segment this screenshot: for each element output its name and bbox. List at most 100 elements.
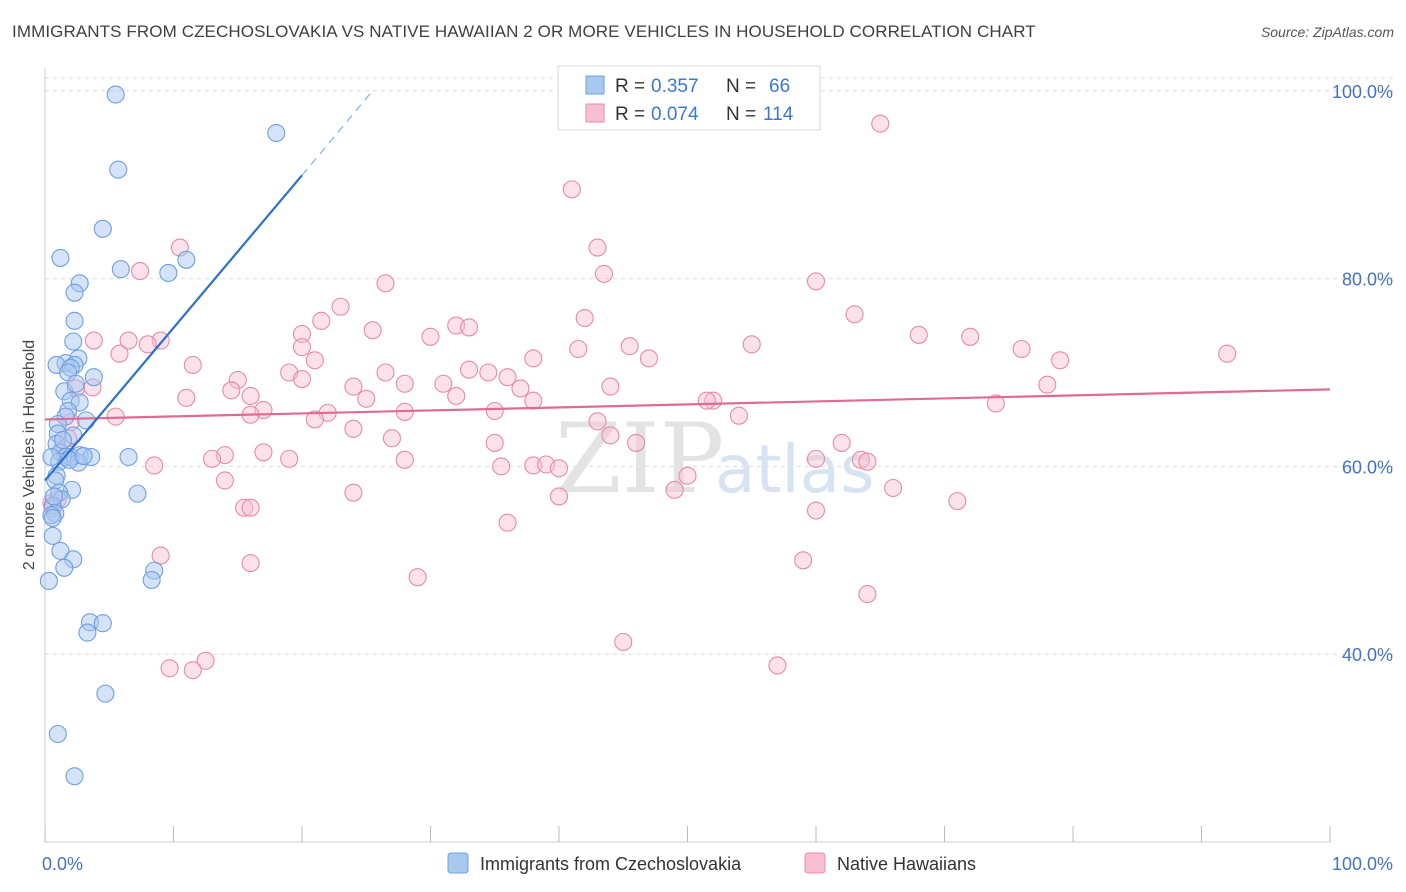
y-tick-label: 80.0% xyxy=(1342,270,1393,290)
czechoslovakia-point xyxy=(93,219,112,238)
legend-swatch-blue xyxy=(585,75,605,95)
czechoslovakia-point xyxy=(78,623,97,642)
native-hawaiian-point xyxy=(601,426,620,445)
native-hawaiian-point xyxy=(1051,351,1070,370)
native-hawaiian-point xyxy=(492,457,511,476)
native-hawaiian-point xyxy=(832,433,851,452)
native-hawaiian-point xyxy=(614,632,633,652)
native-hawaiian-point xyxy=(228,370,247,390)
czechoslovakia-point xyxy=(119,447,138,467)
watermark-zip: ZIP xyxy=(555,403,724,515)
czechoslovakia-point xyxy=(42,447,61,467)
native-hawaiian-point xyxy=(131,262,150,281)
native-hawaiian-point xyxy=(177,388,196,407)
native-hawaiian-point xyxy=(594,264,614,283)
czechoslovakia-point xyxy=(84,368,103,387)
native-hawaiian-point xyxy=(524,349,543,368)
native-hawaiian-point xyxy=(119,331,138,350)
native-hawaiian-point xyxy=(871,114,890,133)
czechoslovakia-point xyxy=(51,541,70,560)
native-hawaiian-point xyxy=(485,401,504,421)
x-tick-labels: 0.0% 100.0% xyxy=(42,854,1393,874)
native-hawaiian-point xyxy=(84,331,103,350)
native-hawaiian-point xyxy=(485,433,504,452)
native-hawaiian-point xyxy=(110,344,129,363)
native-hawaiian-point xyxy=(1038,375,1057,394)
native-hawaiian-point xyxy=(588,412,607,431)
y-tick-label: 100.0% xyxy=(1332,82,1393,102)
czechoslovakia-point xyxy=(159,263,178,283)
native-hawaiian-point xyxy=(549,459,569,478)
native-hawaiian-point xyxy=(678,466,697,485)
native-hawaiian-point xyxy=(331,297,350,316)
native-hawaiian-point xyxy=(241,554,260,573)
bottom-legend-label-1: Native Hawaiians xyxy=(837,854,976,874)
legend-n-value-1: 114 xyxy=(763,104,794,125)
native-hawaiian-point xyxy=(1012,339,1031,359)
czechoslovakia-point xyxy=(93,614,112,633)
czechoslovakia-trend-line xyxy=(44,174,303,482)
czechoslovakia-point xyxy=(65,311,84,330)
native-hawaiian-point xyxy=(562,180,581,199)
native-hawaiian-point xyxy=(961,327,980,346)
native-hawaiian-point xyxy=(851,450,871,469)
native-hawaiian-point xyxy=(254,443,273,462)
native-hawaiian-point xyxy=(845,305,864,324)
czechoslovakia-point xyxy=(74,447,93,466)
native-hawaiian-point xyxy=(395,374,414,393)
native-hawaiian-point xyxy=(421,327,440,346)
watermark: ZIP atlas xyxy=(555,403,875,515)
native-hawaiian-point xyxy=(858,585,877,604)
legend-r-label-1: R = xyxy=(615,104,645,125)
native-hawaiian-point xyxy=(183,355,202,375)
native-hawaiian-point xyxy=(498,368,517,387)
native-hawaiian-point xyxy=(196,651,215,670)
source-label: Source: ZipAtlas.com xyxy=(1260,24,1394,40)
y-tick-label: 40.0% xyxy=(1342,645,1393,665)
legend-n-label-0: N = xyxy=(726,76,756,97)
czechoslovakia-point xyxy=(39,571,58,591)
native-hawaiian-point xyxy=(511,379,530,398)
czechoslovakia-point xyxy=(48,724,67,744)
czechoslovakia-point xyxy=(77,411,96,430)
native-hawaiian-point xyxy=(145,456,164,475)
native-hawaiian-point xyxy=(575,308,594,328)
native-hawaiian-point xyxy=(344,377,363,396)
native-hawaiian-point xyxy=(395,450,414,469)
native-hawaiian-point xyxy=(768,656,787,675)
czechoslovakia-point xyxy=(44,487,64,506)
native-hawaiian-point xyxy=(241,498,260,517)
czechoslovakia-point xyxy=(142,570,161,590)
native-hawaiian-point xyxy=(160,659,179,678)
bottom-legend-swatch-blue xyxy=(447,852,469,874)
native-hawaiian-points xyxy=(42,114,1237,680)
native-hawaiian-point xyxy=(524,456,543,475)
czechoslovakia-point xyxy=(65,767,84,786)
native-hawaiian-point xyxy=(948,492,967,511)
native-hawaiian-point xyxy=(729,406,748,425)
native-hawaiian-point xyxy=(382,429,402,448)
legend-r-label-0: R = xyxy=(615,76,645,97)
y-tick-labels: 40.0% 60.0% 80.0% 100.0% xyxy=(1332,82,1393,665)
native-hawaiian-point xyxy=(138,335,157,354)
native-hawaiian-point xyxy=(479,363,498,382)
native-hawaiian-point xyxy=(357,389,376,408)
x-tick-label-max: 100.0% xyxy=(1332,854,1393,874)
native-hawaiian-point xyxy=(183,661,202,680)
native-hawaiian-point xyxy=(794,551,813,570)
legend-swatch-pink xyxy=(585,103,605,123)
czechoslovakia-point xyxy=(177,250,196,269)
legend-r-value-1: 0.074 xyxy=(651,104,699,125)
czechoslovakia-point xyxy=(128,484,147,503)
native-hawaiian-point xyxy=(459,318,479,337)
watermark-atlas: atlas xyxy=(715,431,875,508)
native-hawaiian-point xyxy=(806,501,826,520)
native-hawaiian-point xyxy=(620,337,639,356)
legend-r-value-0: 0.357 xyxy=(651,76,699,97)
legend: R = 0.357 N = 66 R = 0.074 N = 114 xyxy=(557,65,821,131)
czechoslovakia-point xyxy=(106,85,125,104)
trend-lines xyxy=(44,90,1331,482)
native-hawaiian-point xyxy=(909,325,928,344)
native-hawaiian-point xyxy=(806,449,826,468)
